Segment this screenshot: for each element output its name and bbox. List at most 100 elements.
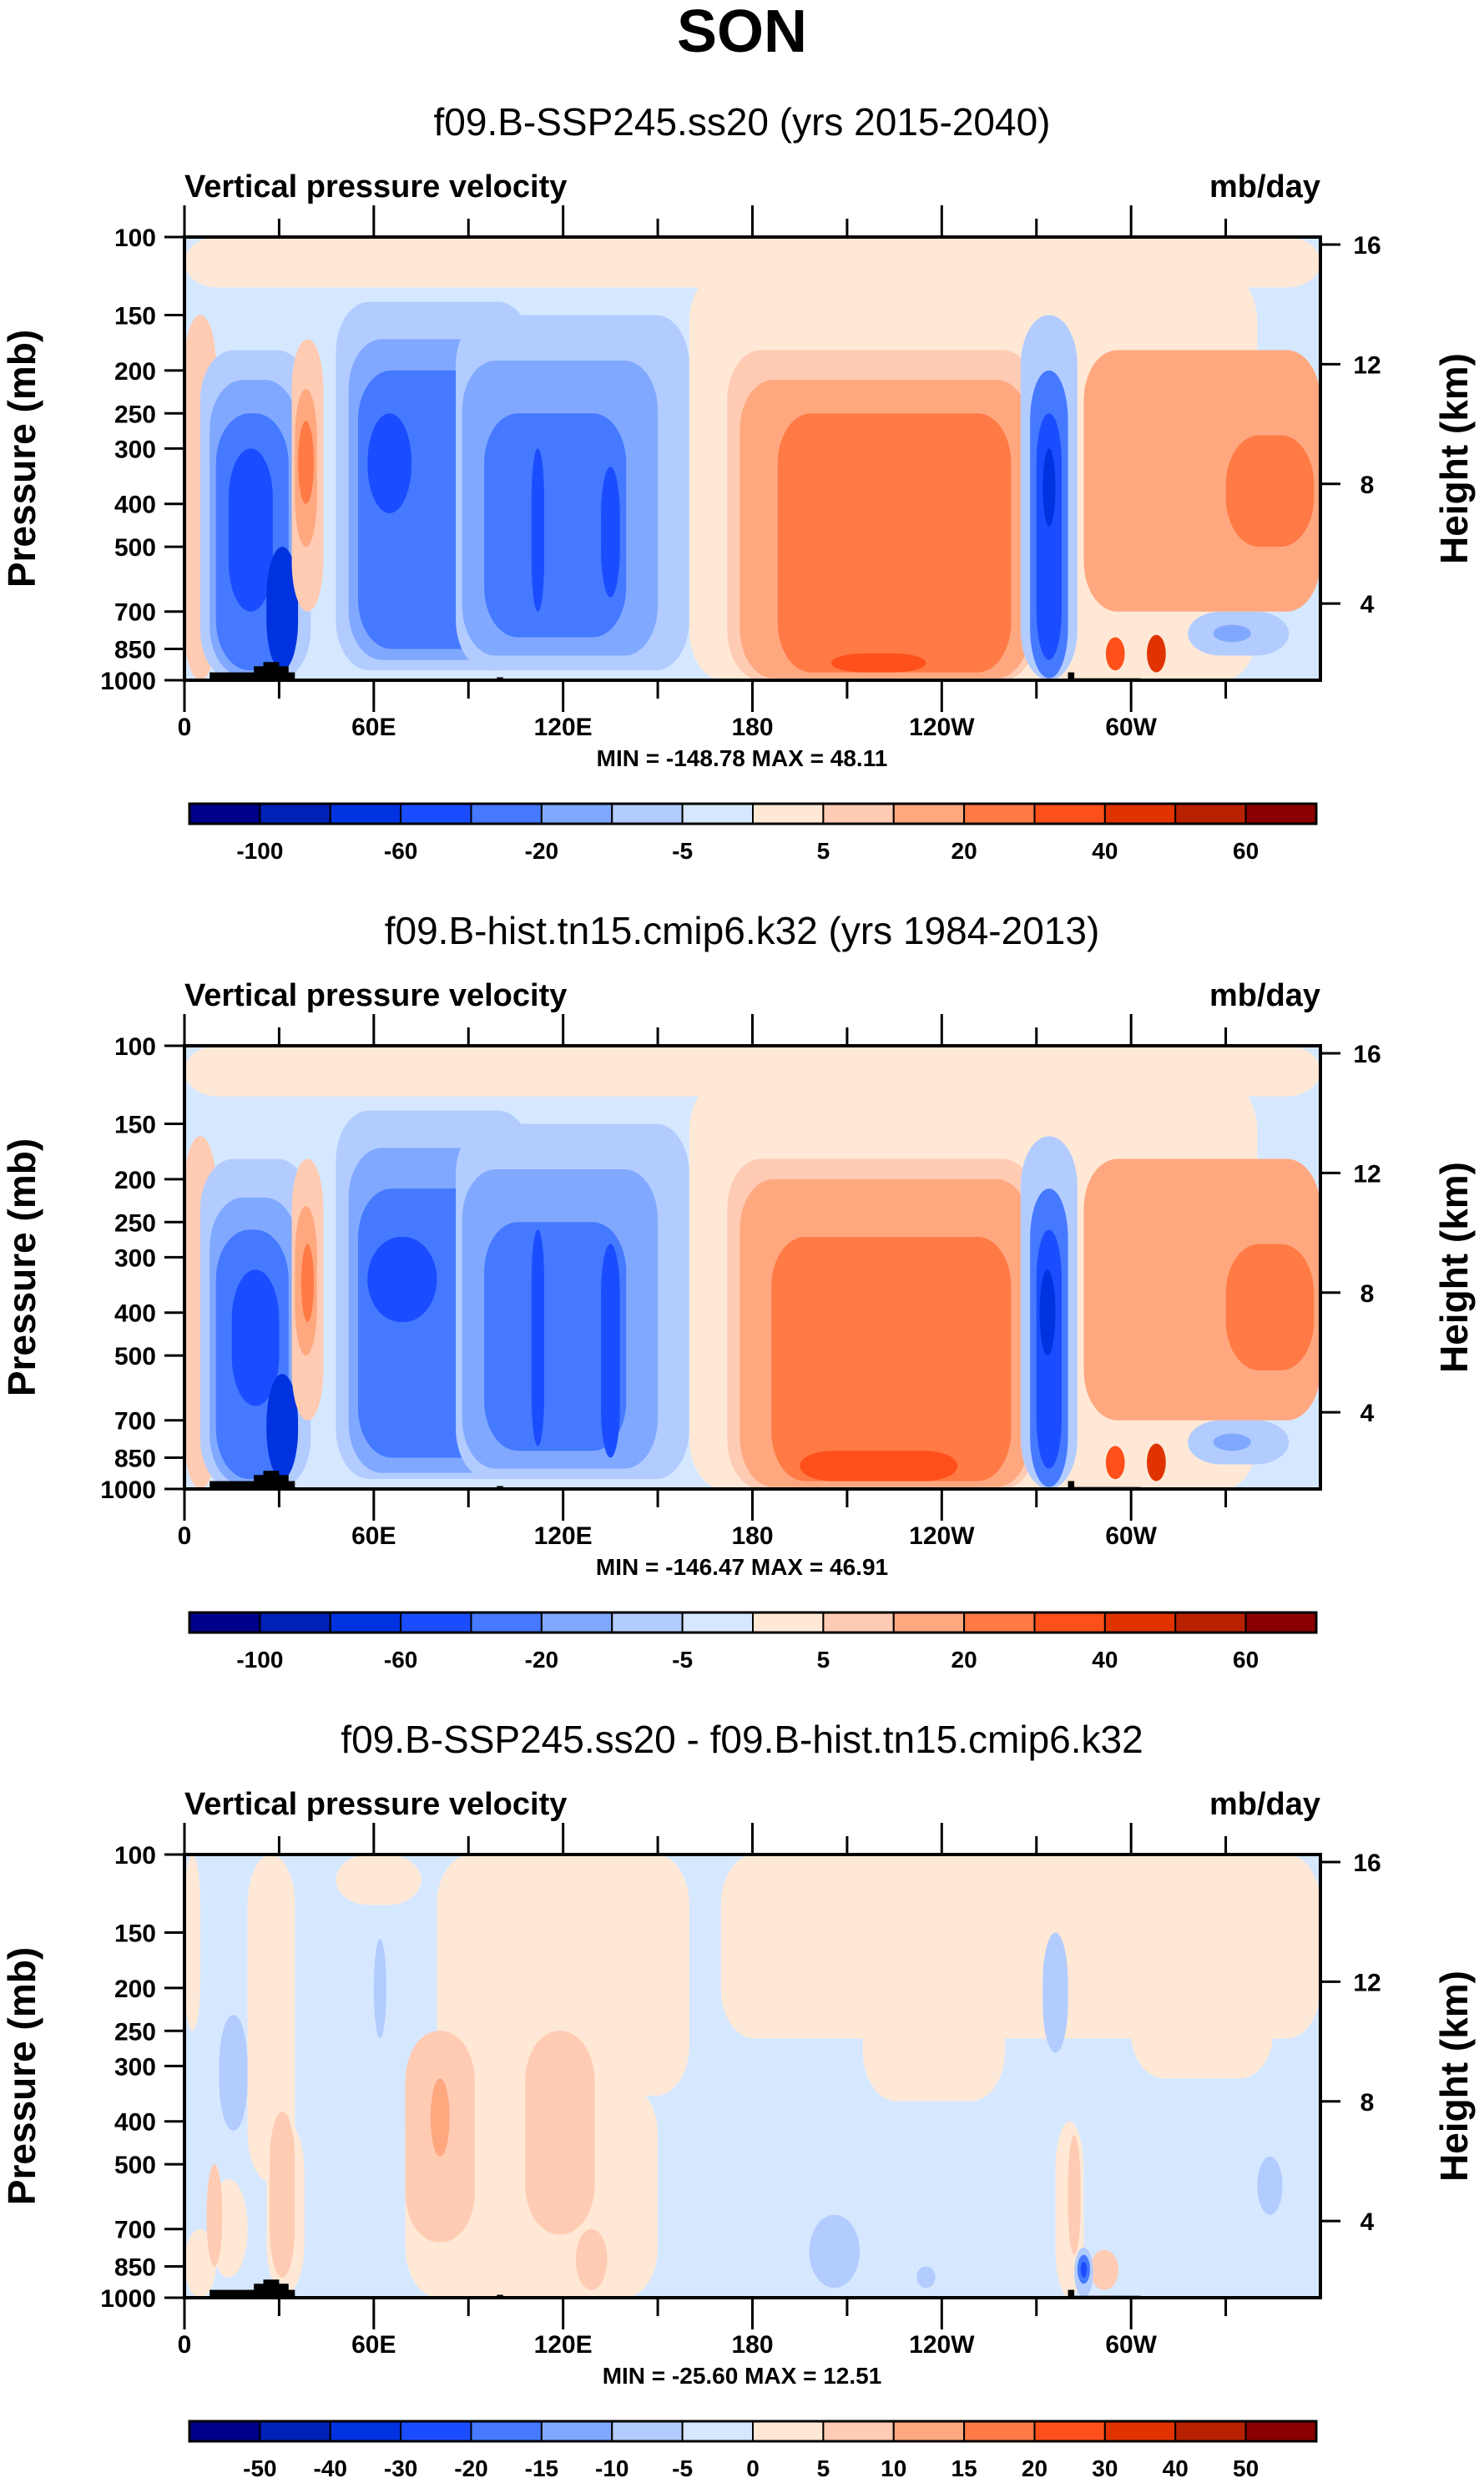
- height-tick-label: 16: [1353, 1041, 1381, 1068]
- contour-field: [184, 1855, 1320, 2298]
- y-tick-label: 300: [114, 1244, 156, 1272]
- x-tick-label: 120W: [909, 2331, 975, 2359]
- colorbar-label: -50: [243, 2455, 276, 2481]
- colorbar-label: -60: [384, 838, 417, 864]
- colorbar-label: -10: [595, 2455, 628, 2481]
- contour-region: [831, 653, 926, 673]
- colorbar-swatch: [1174, 803, 1247, 825]
- contour-region: [771, 1237, 1012, 1481]
- colorbar-swatch: [540, 803, 613, 825]
- y-tick-label: 100: [114, 1842, 156, 1870]
- colorbar-label: 5: [817, 1647, 830, 1673]
- colorbar-swatch: [400, 1612, 472, 1633]
- colorbar-swatch: [189, 1612, 261, 1633]
- contour-region: [1080, 2262, 1088, 2278]
- right-axis-title: Height (km): [1432, 1162, 1476, 1373]
- colorbar-label: 5: [817, 2455, 830, 2481]
- colorbar-swatch: [752, 2420, 825, 2442]
- colorbar-swatch: [259, 803, 331, 825]
- colorbar-swatch: [681, 2420, 754, 2442]
- colorbar-label: 10: [881, 2455, 906, 2481]
- y-tick-label: 150: [114, 1112, 156, 1139]
- colorbar: -50 -40 -30 -20 -15 -10 -5 0 5 10 15 20 30 40 50: [188, 2420, 1318, 2481]
- colorbar-swatch: [1244, 2420, 1317, 2442]
- y-tick-label: 1000: [100, 1476, 156, 1504]
- topography-mask: [209, 2289, 295, 2298]
- contour-region: [575, 2228, 608, 2290]
- contour-region: [266, 547, 299, 671]
- colorbar-label: 15: [951, 2455, 977, 2481]
- min-max-stats: MIN = -148.78 MAX = 48.11: [597, 745, 888, 771]
- y-tick-label: 400: [114, 492, 156, 519]
- colorbar-swatch: [963, 1612, 1036, 1633]
- colorbar-swatch: [1103, 803, 1177, 825]
- contour-region: [862, 1987, 1005, 2102]
- colorbar-swatch: [189, 803, 261, 825]
- y-tick-label: 200: [114, 1976, 156, 2003]
- contour-region: [437, 1855, 689, 2096]
- contour-region: [266, 1374, 299, 1480]
- colorbar-label: -100: [236, 1647, 283, 1673]
- contour-region: [1225, 1244, 1315, 1370]
- right-axis-title: Height (km): [1432, 353, 1476, 564]
- x-tick-label: 120W: [909, 1522, 975, 1550]
- y-tick-label: 400: [114, 2109, 156, 2137]
- contour-region: [1105, 637, 1125, 671]
- contour-region: [184, 1855, 200, 2031]
- colorbar-swatch: [752, 1612, 825, 1633]
- contour-region: [1257, 2156, 1283, 2215]
- colorbar-swatch: [400, 803, 472, 825]
- colorbar-swatch: [329, 803, 402, 825]
- field-label: Vertical pressure velocity: [184, 978, 567, 1013]
- colorbar-swatch: [963, 2420, 1036, 2442]
- colorbar-swatch: [822, 2420, 895, 2442]
- y-tick-label: 250: [114, 2018, 156, 2046]
- colorbar-swatch: [1244, 1612, 1317, 1633]
- contour-region: [1147, 634, 1166, 673]
- colorbar-swatch: [470, 1612, 543, 1633]
- colorbar-swatch: [681, 803, 754, 825]
- x-tick-label: 60E: [351, 2331, 396, 2359]
- y-tick-label: 400: [114, 1300, 156, 1328]
- contour-region: [531, 448, 544, 612]
- contour-region: [1147, 1443, 1166, 1481]
- colorbar-label: 20: [1022, 2455, 1047, 2481]
- colorbar-label: 20: [951, 1647, 977, 1673]
- y-tick-label: 500: [114, 1343, 156, 1370]
- contour-region: [1105, 1446, 1125, 1480]
- height-tick-label: 8: [1360, 2089, 1375, 2117]
- contour-region: [531, 1229, 544, 1446]
- y-axis-title: Pressure (mb): [0, 1947, 43, 2205]
- contour-region: [1036, 413, 1062, 660]
- height-tick-label: 8: [1360, 1280, 1375, 1308]
- contour-region: [800, 1451, 958, 1481]
- contour-region: [367, 1237, 437, 1322]
- colorbar-label: -20: [525, 838, 558, 864]
- x-tick-label: 120W: [909, 714, 975, 741]
- colorbar-label: -40: [314, 2455, 347, 2481]
- x-tick-label: 60W: [1105, 2331, 1157, 2359]
- contour-region: [373, 1939, 386, 2039]
- x-tick-label: 60E: [351, 714, 396, 741]
- colorbar-frame: [188, 802, 1318, 825]
- x-tick-label: 0: [178, 1522, 192, 1550]
- topography-mask: [263, 2279, 280, 2298]
- min-max-stats: MIN = -25.60 MAX = 12.51: [603, 2363, 882, 2389]
- colorbar-swatch: [1103, 2420, 1177, 2442]
- contour-region: [484, 1222, 627, 1451]
- contour-region: [1213, 624, 1251, 643]
- colorbar-swatch: [892, 803, 966, 825]
- y-tick-label: 150: [114, 1920, 156, 1948]
- colorbar-frame: [188, 2420, 1318, 2443]
- height-tick-label: 16: [1353, 1850, 1381, 1877]
- colorbar-swatch: [329, 1612, 402, 1633]
- colorbar-label: 50: [1233, 2455, 1259, 2481]
- colorbar-label: -15: [525, 2455, 558, 2481]
- contour-region: [1213, 1433, 1251, 1451]
- x-tick-label: 180: [731, 714, 773, 741]
- contour-region: [809, 2214, 861, 2289]
- colorbar-swatch: [400, 2420, 472, 2442]
- panel-3: f09.B-SSP245.ss20 - f09.B-hist.tn15.cmip…: [0, 1718, 1476, 2481]
- colorbar-swatch: [540, 1612, 613, 1633]
- contour-region: [298, 421, 315, 504]
